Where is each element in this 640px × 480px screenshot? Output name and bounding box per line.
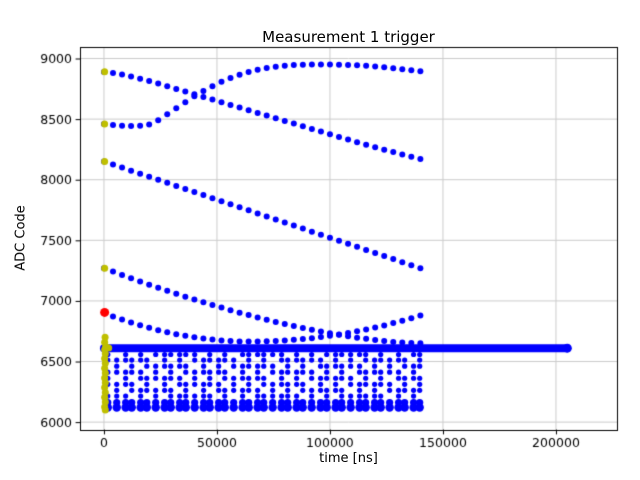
y-axis-label: ADC Code xyxy=(13,205,29,271)
chart-title: Measurement 1 trigger xyxy=(262,28,435,46)
x-axis-label: time [ns] xyxy=(319,451,378,466)
